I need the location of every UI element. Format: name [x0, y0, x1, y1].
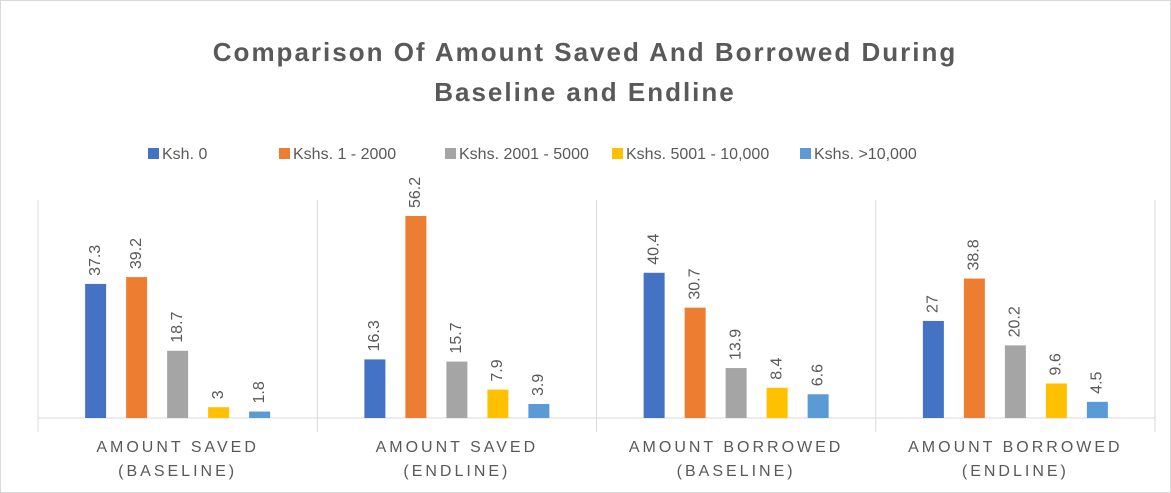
legend-label: Kshs. 2001 - 5000	[459, 146, 589, 163]
data-label: 3	[210, 390, 227, 399]
data-label: 3.9	[530, 374, 547, 396]
bar	[922, 320, 944, 418]
bar	[126, 277, 148, 418]
data-label: 6.6	[809, 364, 826, 386]
data-label: 13.9	[727, 329, 744, 360]
x-tick-label: (ENDLINE)	[962, 463, 1069, 480]
bar	[963, 278, 985, 418]
data-label: 40.4	[645, 234, 662, 265]
bar	[1004, 345, 1026, 418]
data-label: 20.2	[1007, 306, 1024, 337]
bar	[446, 361, 468, 418]
data-label: 30.7	[686, 268, 703, 299]
x-tick-label: (ENDLINE)	[403, 463, 510, 480]
legend-swatch	[800, 148, 811, 159]
data-label: 1.8	[251, 381, 268, 403]
data-label: 4.5	[1089, 371, 1106, 393]
data-label: 7.9	[489, 359, 506, 381]
data-label: 18.7	[169, 312, 186, 343]
legend-swatch	[148, 148, 159, 159]
bar	[766, 387, 788, 418]
bar	[1086, 401, 1108, 418]
bar	[643, 272, 665, 418]
x-tick-label: AMOUNT BORROWED	[629, 439, 843, 456]
bar	[208, 407, 230, 418]
bar	[487, 389, 509, 418]
bar	[1045, 383, 1067, 418]
bar	[528, 403, 550, 418]
data-label: 56.2	[407, 177, 424, 208]
data-label: 9.6	[1048, 353, 1065, 375]
legend-swatch	[279, 148, 290, 159]
legend-label: Kshs. >10,000	[814, 146, 917, 163]
legend-label: Ksh. 0	[162, 146, 207, 163]
legend-swatch	[445, 148, 456, 159]
bar	[725, 368, 747, 418]
bar	[364, 359, 386, 418]
bar	[85, 283, 107, 418]
x-tick-label: AMOUNT SAVED	[376, 439, 539, 456]
data-label: 16.3	[366, 320, 383, 351]
data-label: 8.4	[768, 357, 785, 379]
bar	[405, 216, 427, 418]
bar	[249, 411, 271, 418]
chart-title: Comparison Of Amount Saved And Borrowed …	[212, 37, 958, 107]
legend-label: Kshs. 5001 - 10,000	[626, 146, 769, 163]
bar	[684, 307, 706, 418]
legend-swatch	[612, 148, 623, 159]
data-label: 38.8	[966, 239, 983, 270]
data-label: 15.7	[448, 322, 465, 353]
data-label: 37.3	[87, 245, 104, 276]
x-tick-label: AMOUNT BORROWED	[908, 439, 1122, 456]
data-label: 27	[925, 295, 942, 313]
data-label: 39.2	[128, 238, 145, 269]
x-tick-label: AMOUNT SAVED	[96, 439, 259, 456]
x-tick-label: (BASELINE)	[677, 463, 796, 480]
x-tick-label: (BASELINE)	[118, 463, 237, 480]
legend-label: Kshs. 1 - 2000	[293, 146, 396, 163]
bar	[807, 394, 829, 418]
bar	[167, 350, 189, 418]
